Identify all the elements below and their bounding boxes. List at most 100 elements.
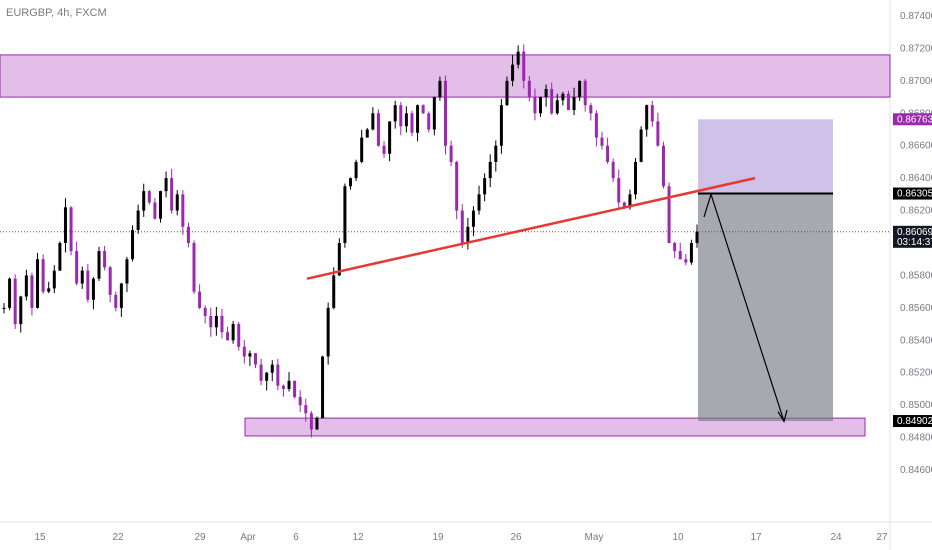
candle-body [555,100,559,114]
candle-body [13,278,17,325]
candle-body [416,105,420,133]
candle-body [421,105,425,114]
candle-body [75,251,79,284]
candle-body [477,194,481,211]
price-tag: 0.84902 [893,415,932,428]
price-tag-label: 0.86763 [897,114,932,125]
candle-body [600,137,604,146]
candle-body [226,332,230,341]
candle-body [209,315,213,328]
candle-body [198,291,202,308]
candle-body [634,161,638,195]
candle-body [471,210,475,227]
candle-body [639,129,643,162]
candle-body [393,105,397,122]
candle-body [511,64,515,81]
candle-body [611,161,615,179]
candle-body [119,283,123,308]
x-tick-label: 26 [510,532,522,543]
candle-body [572,97,576,111]
candle-body [566,93,570,111]
candle-body [63,207,67,243]
projection-path [703,192,785,422]
candle-body [410,113,414,133]
candle-body [376,113,380,146]
candle-body [606,145,610,162]
candle-body [337,243,341,276]
candle-body [86,270,90,300]
candle-body [354,161,358,179]
candle-body [47,288,51,292]
candle-body [360,137,364,162]
candle-body [108,267,112,295]
candle-body [158,191,162,219]
candle-body [365,129,369,138]
candle-body [192,243,196,292]
candle-body [673,243,677,252]
candle-body [539,97,543,114]
candle-body [131,230,135,260]
candle-body [309,413,313,430]
candle-body [689,243,693,263]
x-tick-label: 12 [352,532,364,543]
x-tick-label: 29 [194,532,206,543]
candle-body [645,105,649,130]
countdown-label: 03:14:37 [897,237,932,248]
price-tag-label: 0.84902 [897,416,932,427]
candle-body [516,51,520,65]
x-tick-label: 19 [432,532,444,543]
candle-body [444,80,448,146]
candle-body [684,259,688,263]
candle-body [203,307,207,316]
candle-body [388,121,392,154]
candle-body [488,161,492,179]
candle-body [181,194,185,227]
candle-body [404,113,408,127]
candle-body [399,105,403,127]
candle-body [97,251,101,279]
candle-body [315,418,319,430]
x-tick-label: 24 [830,532,842,543]
candle-body [550,88,554,114]
candle-body [103,251,107,268]
candle-body [466,226,470,243]
price-tag: 0.86305 [893,187,932,200]
x-tick-label: 10 [672,532,684,543]
candle-body [628,194,632,208]
x-tick-label: Apr [240,532,256,543]
candle-body [678,251,682,260]
candle-body [265,372,269,381]
projection-arrowhead [777,409,788,423]
candle-body [170,178,174,211]
candle-body [214,315,218,328]
candle-body [30,275,34,308]
candle-body [695,231,699,243]
candle-body [298,397,302,406]
candle-body [661,145,665,187]
candle-body [499,105,503,146]
x-tick-label: May [585,532,604,543]
candle-body [589,105,593,114]
candle-body [142,191,146,211]
candle-body [527,80,531,98]
candle-body [321,356,325,419]
price-tag-label: 0.86069 [897,227,932,238]
price-tag-label: 0.86305 [897,189,932,200]
candle-body [583,80,587,106]
candle-body [544,88,548,98]
candle-body [270,364,274,373]
candle-body [522,51,526,81]
candle-body [460,210,464,243]
candle-body [276,364,280,386]
candle-body [91,278,95,300]
candle-body [427,113,431,130]
